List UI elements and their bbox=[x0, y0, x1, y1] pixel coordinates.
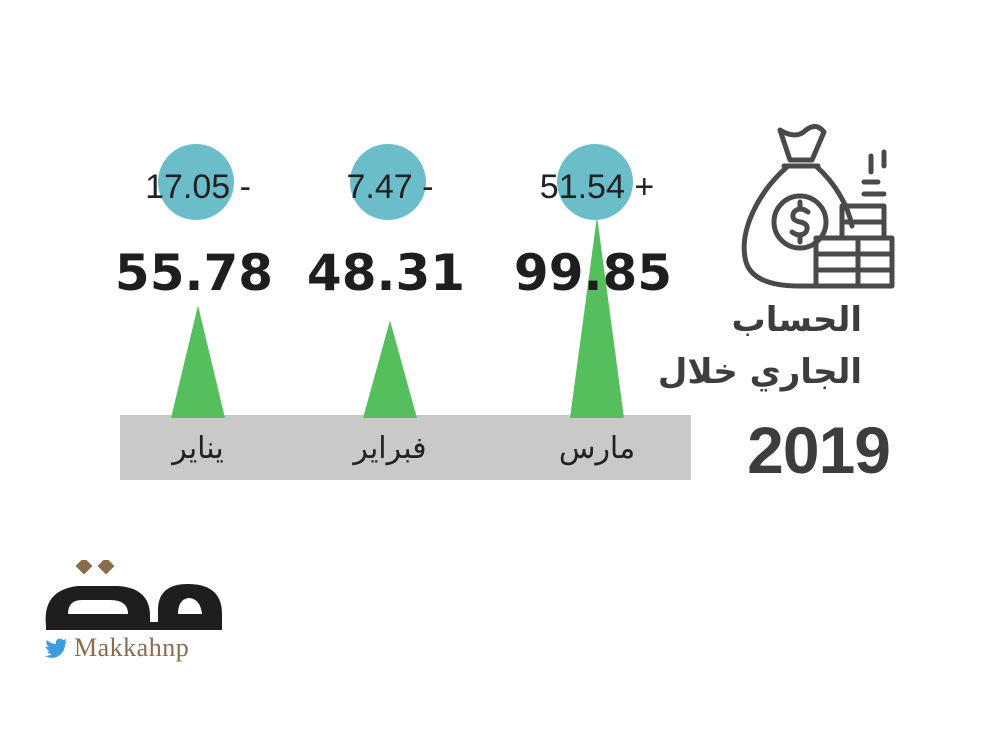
category-axis-band bbox=[120, 415, 691, 480]
value-label: 55.78 bbox=[115, 244, 273, 302]
chart-labels: 51.54 + 99.85 مارس 7.47 - 48.31 فبراير 17.05 -… bbox=[115, 168, 672, 466]
change-circle bbox=[350, 144, 426, 220]
logo-handle-text: Makkahnp bbox=[74, 633, 190, 662]
change-circle bbox=[158, 144, 234, 220]
value-label: 99.85 bbox=[514, 244, 672, 302]
category-label: يناير bbox=[170, 431, 223, 466]
money-bag-coins-icon bbox=[741, 124, 895, 289]
change-label: 17.05 - bbox=[145, 168, 251, 206]
makkah-logo bbox=[45, 560, 222, 630]
title-year: 2019 bbox=[747, 413, 891, 487]
bar-series bbox=[171, 216, 624, 418]
change-circle bbox=[557, 144, 633, 220]
twitter-bird-icon bbox=[45, 638, 67, 658]
change-label: 51.54 + bbox=[540, 168, 654, 206]
bar bbox=[363, 320, 417, 418]
title-line-1: الحساب bbox=[731, 300, 862, 340]
change-circles bbox=[158, 144, 633, 220]
category-label: فبراير bbox=[351, 431, 426, 466]
category-label: مارس bbox=[559, 431, 635, 466]
title-line-2: الجاري خلال bbox=[657, 352, 862, 392]
bar bbox=[171, 305, 225, 418]
change-label: 7.47 - bbox=[347, 168, 434, 206]
logo-handle: Makkahnp bbox=[44, 633, 189, 663]
bar bbox=[570, 216, 624, 418]
value-label: 48.31 bbox=[307, 244, 465, 302]
